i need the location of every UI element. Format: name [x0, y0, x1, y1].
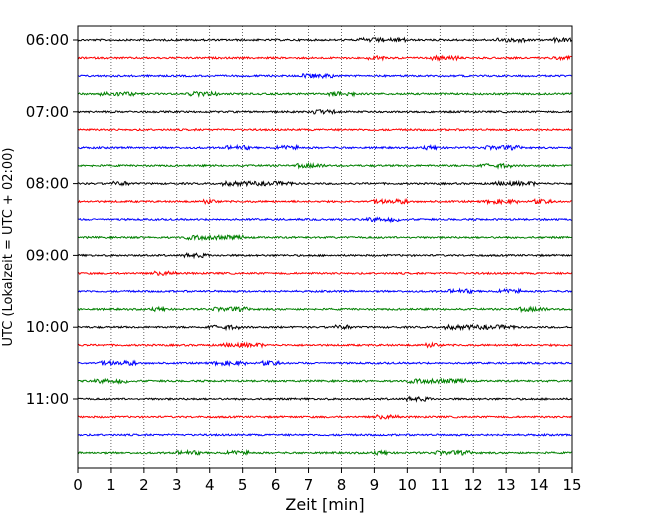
y-tick-label: 06:00: [26, 31, 69, 49]
x-tick-label: 8: [337, 476, 347, 494]
y-axis-ticks: 06:00 07:00 08:00 09:00 10:00 11:00: [26, 31, 78, 408]
seismic-trace: [77, 216, 572, 224]
y-tick-label: 10:00: [26, 318, 69, 336]
y-tick-label: 11:00: [26, 390, 69, 408]
seismic-trace: [77, 359, 572, 367]
seismic-trace: [77, 432, 572, 437]
seismic-traces: [77, 36, 573, 457]
seismic-trace: [77, 395, 572, 403]
seismic-trace: [77, 143, 572, 152]
x-tick-label: 1: [106, 476, 116, 494]
seismic-trace: [77, 127, 572, 132]
x-tick-label: 12: [464, 476, 483, 494]
y-tick-label: 07:00: [26, 103, 69, 121]
seismic-trace: [77, 448, 572, 457]
seismic-trace: [77, 179, 573, 188]
x-tick-label: 0: [73, 476, 83, 494]
y-tick-label: 08:00: [26, 175, 69, 193]
x-axis-ticks: 0 1 2 3 4 5 6 7 8 9 10 11 12 13 14 15: [73, 468, 582, 494]
seismic-trace: [77, 413, 572, 420]
y-tick-label: 09:00: [26, 246, 69, 264]
seismic-trace: [77, 233, 572, 242]
seismic-trace: [77, 377, 572, 385]
x-tick-label: 4: [205, 476, 215, 494]
seismic-trace: [77, 323, 572, 332]
seismic-trace: [77, 54, 572, 62]
seismic-trace: [77, 270, 572, 277]
seismic-trace: [77, 197, 572, 206]
seismic-trace: [77, 161, 572, 170]
x-tick-label: 7: [304, 476, 314, 494]
seismic-trace: [77, 251, 572, 260]
seismic-trace: [77, 108, 572, 115]
x-tick-label: 13: [497, 476, 516, 494]
seismic-trace: [77, 305, 572, 314]
x-tick-label: 2: [139, 476, 149, 494]
x-tick-label: 3: [172, 476, 182, 494]
seismic-trace: [77, 36, 572, 45]
x-tick-label: 6: [271, 476, 281, 494]
x-tick-label: 9: [370, 476, 380, 494]
x-tick-label: 10: [398, 476, 417, 494]
seismic-trace: [77, 72, 572, 80]
seismic-trace: [77, 341, 572, 349]
seismic-trace: [77, 287, 572, 295]
x-tick-label: 5: [238, 476, 248, 494]
x-tick-label: 15: [562, 476, 581, 494]
x-tick-label: 11: [431, 476, 450, 494]
x-tick-label: 14: [530, 476, 549, 494]
seismic-trace: [77, 90, 572, 98]
plot-frame: [77, 25, 573, 469]
y-axis-label: UTC (Lokalzeit = UTC + 02:00): [1, 148, 16, 347]
x-axis-label: Zeit [min]: [285, 495, 364, 514]
